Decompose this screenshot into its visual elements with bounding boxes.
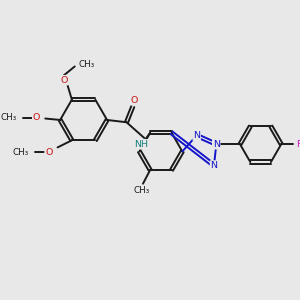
Text: O: O [130,96,138,105]
Text: O: O [33,113,40,122]
Text: CH₃: CH₃ [0,113,17,122]
Text: N: N [193,131,200,140]
Text: O: O [60,76,68,85]
Text: N: N [213,140,220,149]
Text: CH₃: CH₃ [134,185,150,194]
Text: F: F [296,140,300,149]
Text: N: N [211,161,218,170]
Text: O: O [45,148,52,157]
Text: CH₃: CH₃ [79,60,95,69]
Text: NH: NH [134,140,148,149]
Text: CH₃: CH₃ [13,148,29,157]
